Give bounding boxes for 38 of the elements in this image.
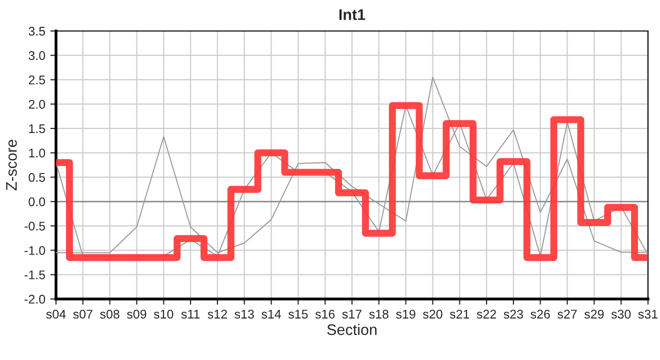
y-tick-label: -0.5 <box>24 222 46 231</box>
y-tick-label: 2.0 <box>28 100 46 109</box>
x-tick-label: s11 <box>181 310 200 319</box>
x-tick-label: s30 <box>611 310 631 319</box>
x-tick-label: s12 <box>208 310 227 319</box>
x-tick-label: s31 <box>638 310 658 319</box>
chart-title: Int1 <box>339 9 366 20</box>
x-axis-title: Section <box>327 324 376 336</box>
x-tick-label: s27 <box>558 310 577 319</box>
x-tick-label: s15 <box>288 310 308 319</box>
y-tick-label: -1.0 <box>24 246 46 255</box>
x-tick-label: s16 <box>315 310 335 319</box>
x-tick-label: s08 <box>100 310 120 319</box>
x-tick-label: s29 <box>584 310 604 319</box>
x-tick-label: s10 <box>154 310 174 319</box>
x-tick-label: s21 <box>450 310 470 319</box>
x-tick-label: s14 <box>262 310 281 319</box>
x-tick-label: s20 <box>423 310 442 319</box>
y-tick-label: 3.5 <box>28 26 46 36</box>
x-tick-label: s09 <box>127 310 146 319</box>
x-tick-label: s26 <box>530 310 550 319</box>
y-tick-label: 1.5 <box>29 124 46 134</box>
x-tick-label: s23 <box>504 310 523 319</box>
y-tick-label: -1.5 <box>24 270 46 280</box>
x-tick-label: s04 <box>46 310 66 319</box>
y-axis-title: Z-score <box>6 140 17 190</box>
y-tick-label: 3.0 <box>28 51 46 60</box>
x-tick-label: s22 <box>476 310 496 319</box>
y-tick-label: 1.0 <box>29 148 46 158</box>
y-tick-label: 2.5 <box>28 76 46 84</box>
y-tick-label: 0.5 <box>28 172 46 182</box>
x-tick-label: s18 <box>369 310 388 319</box>
x-tick-label: s17 <box>342 310 362 319</box>
x-tick-label: s13 <box>234 310 254 319</box>
y-tick-label: 0.0 <box>28 197 46 206</box>
x-tick-label: s19 <box>396 310 416 319</box>
y-tick-label: -2.0 <box>24 294 46 304</box>
x-tick-label: s07 <box>73 310 92 319</box>
